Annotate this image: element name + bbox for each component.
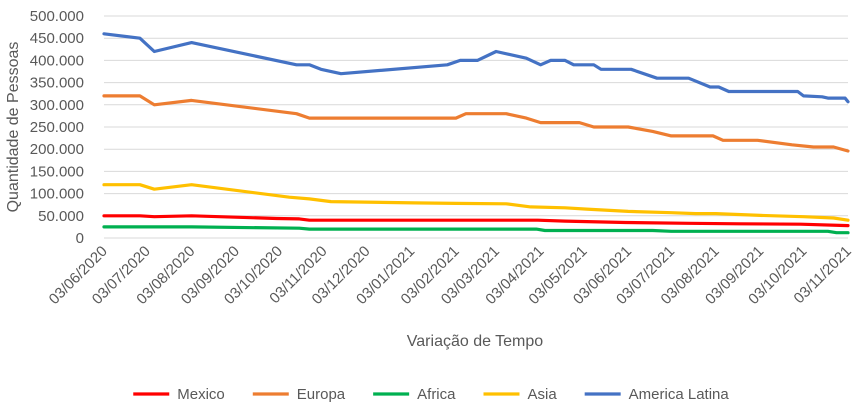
- y-tick-label: 350.000: [30, 75, 84, 92]
- legend-label-europa: Europa: [297, 386, 346, 403]
- series-lines: [102, 32, 850, 235]
- series-line-africa: [102, 225, 850, 235]
- y-axis-title: Quantidade de Pessoas: [5, 42, 22, 213]
- y-tick-label: 100.000: [30, 186, 84, 203]
- legend-label-asia: Asia: [527, 386, 557, 403]
- y-tick-label: 50.000: [38, 208, 84, 225]
- series-line-asia: [102, 183, 850, 222]
- y-tick-label: 0: [76, 230, 84, 247]
- legend: Mexico Europa Africa Asia America Latina: [133, 386, 729, 403]
- series-line-europa: [102, 94, 850, 153]
- y-tick-label: 250.000: [30, 119, 84, 136]
- x-axis-ticks: 03/06/202003/07/202003/08/202003/09/2020…: [46, 243, 855, 308]
- series-line-america-latina: [102, 32, 850, 104]
- series-line-mexico: [102, 214, 850, 228]
- legend-label-america-latina: America Latina: [629, 386, 730, 403]
- y-tick-label: 450.000: [30, 30, 84, 47]
- x-axis-title: Variação de Tempo: [407, 333, 543, 350]
- y-axis-ticks: 0 50.000 100.000 150.000 200.000 250.000 300.0…: [30, 8, 84, 247]
- legend-label-mexico: Mexico: [177, 386, 225, 403]
- legend-label-africa: Africa: [417, 386, 456, 403]
- y-tick-label: 500.000: [30, 8, 84, 25]
- y-tick-label: 400.000: [30, 52, 84, 69]
- y-tick-label: 200.000: [30, 141, 84, 158]
- y-tick-label: 300.000: [30, 97, 84, 114]
- y-tick-label: 150.000: [30, 163, 84, 180]
